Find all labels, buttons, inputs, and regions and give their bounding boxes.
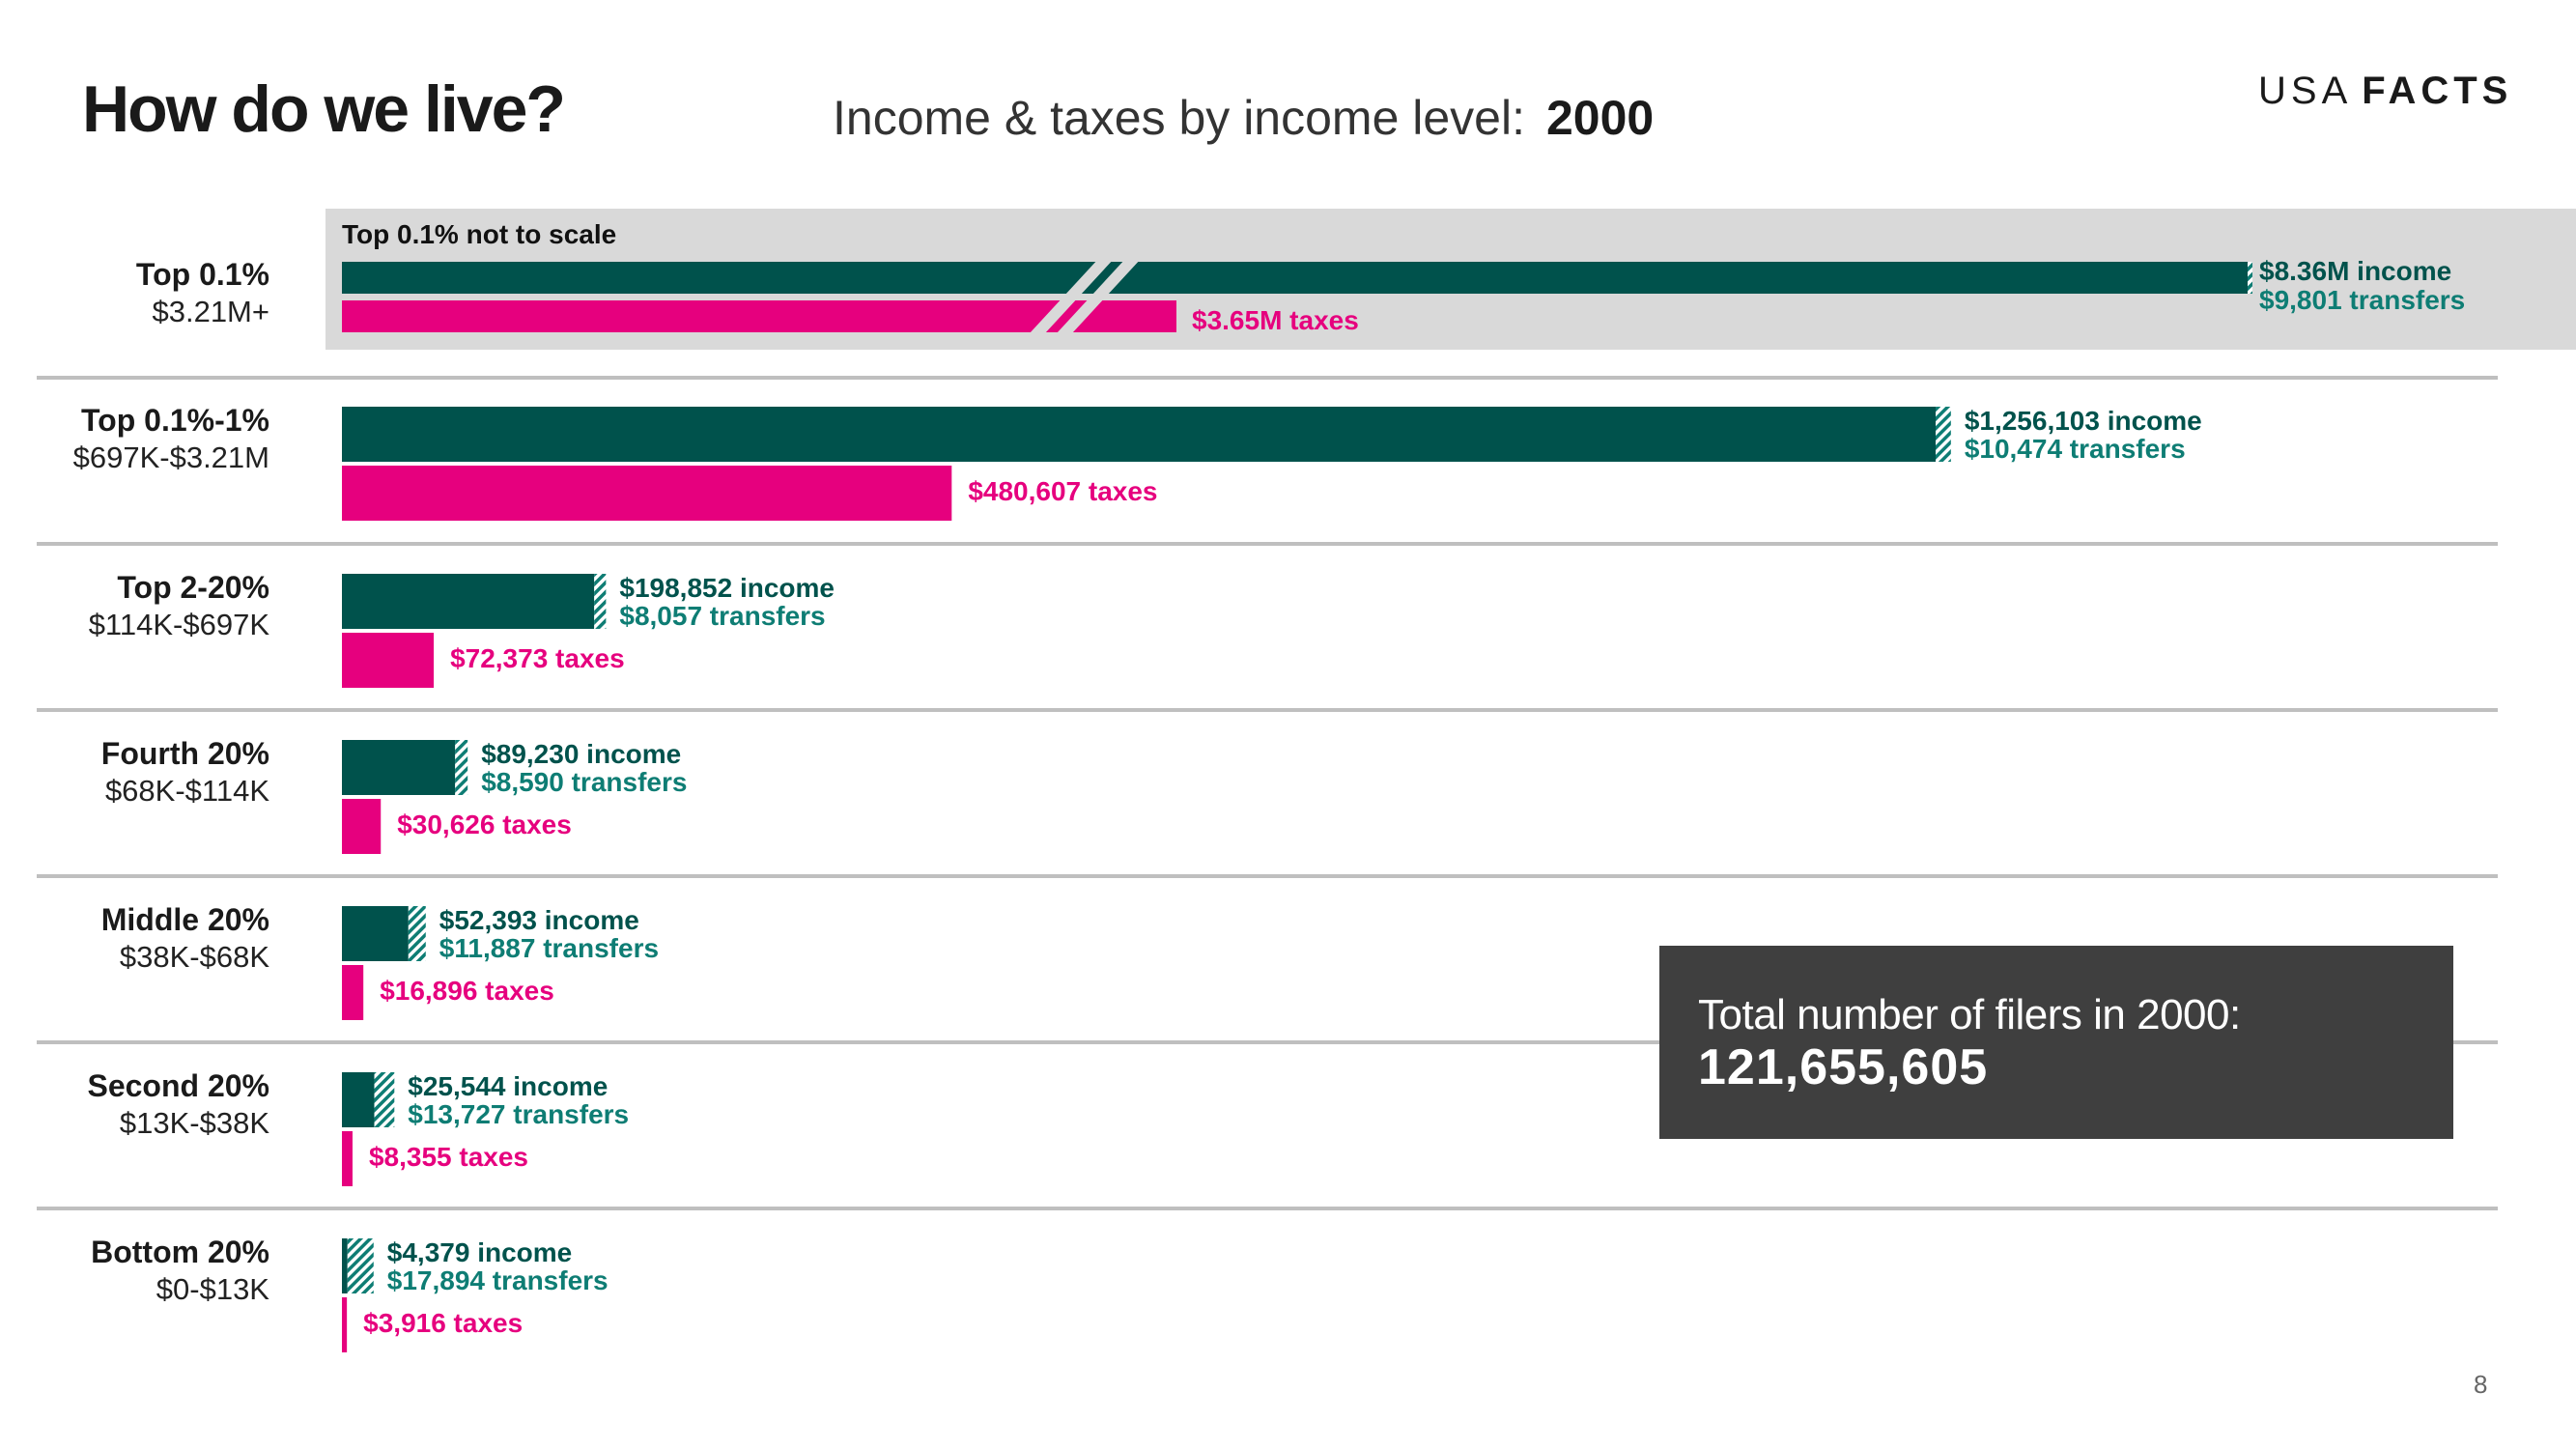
taxes-label: $3.65M taxes [1192, 305, 1359, 335]
chart-title-year: 2000 [1546, 91, 1655, 145]
transfers-bar [455, 740, 468, 795]
income-bar [342, 1238, 348, 1293]
row-range: $114K-$697K [89, 608, 270, 641]
income-label: $1,256,103 income [1965, 406, 2202, 436]
income-bar [342, 407, 1936, 462]
usafacts-logo: USA FACTS [2258, 70, 2512, 113]
income-bar [342, 574, 595, 629]
income-bar [342, 906, 409, 961]
income-label: $4,379 income [387, 1237, 572, 1267]
transfers-bar [374, 1072, 395, 1127]
transfers-label: $10,474 transfers [1965, 434, 2186, 464]
transfers-label: $17,894 transfers [387, 1265, 609, 1295]
not-to-scale-note: Top 0.1% not to scale [342, 219, 616, 249]
row-label: Top 2-20% [117, 570, 269, 605]
taxes-bar [342, 633, 435, 688]
row-divider [37, 1207, 2498, 1210]
transfers-label: $9,801 transfers [2259, 285, 2465, 315]
callout-text: Total number of filers in 2000: [1698, 991, 2241, 1038]
taxes-label: $8,355 taxes [369, 1142, 528, 1172]
transfers-label: $8,590 transfers [481, 767, 687, 797]
income-label: $89,230 income [481, 739, 681, 769]
taxes-label: $3,916 taxes [363, 1308, 523, 1338]
row-range: $68K-$114K [105, 774, 269, 808]
taxes-bar [342, 1297, 348, 1352]
axis-break-mark [1057, 258, 1142, 333]
callout-value: 121,655,605 [1698, 1039, 1989, 1095]
income-bar [342, 1072, 375, 1127]
taxes-bar [342, 799, 382, 854]
axis-break-mark [1030, 258, 1115, 333]
row-label: Fourth 20% [101, 736, 269, 771]
row-divider [37, 376, 2498, 380]
transfers-bar [347, 1238, 374, 1293]
row-label: Middle 20% [101, 902, 269, 937]
row-range: $697K-$3.21M [73, 440, 269, 474]
page-number: 8 [2474, 1370, 2488, 1399]
row-label: Top 0.1% [136, 257, 269, 292]
row-divider [37, 708, 2498, 712]
transfers-label: $11,887 transfers [439, 933, 659, 963]
taxes-label: $30,626 taxes [397, 810, 572, 839]
row-range: $38K-$68K [120, 940, 269, 974]
row-divider [37, 1040, 2498, 1044]
transfers-bar [2248, 262, 2252, 294]
income-label: $52,393 income [439, 905, 639, 935]
row-divider [37, 874, 2498, 878]
taxes-label: $72,373 taxes [450, 643, 625, 673]
row-label: Top 0.1%-1% [81, 403, 269, 438]
row-label: Second 20% [87, 1068, 269, 1103]
transfers-bar [1936, 407, 1951, 462]
row-range: $3.21M+ [152, 295, 269, 328]
income-bar [342, 262, 2248, 294]
logo-facts: FACTS [2362, 70, 2513, 112]
transfers-label: $13,727 transfers [408, 1099, 629, 1129]
chart-title-text: Income & taxes by income level: [833, 91, 1525, 145]
taxes-label: $480,607 taxes [968, 476, 1157, 506]
income-label: $25,544 income [408, 1071, 608, 1101]
transfers-bar [408, 906, 426, 961]
income-bar [342, 740, 456, 795]
taxes-label: $16,896 taxes [380, 976, 554, 1006]
income-label: $198,852 income [619, 573, 835, 603]
row-label: Bottom 20% [91, 1235, 269, 1269]
filers-callout: Total number of filers in 2000: 121,655,… [1659, 946, 2453, 1139]
income-label: $8.36M income [2259, 256, 2451, 286]
transfers-bar [594, 574, 607, 629]
logo-usa: USA [2258, 70, 2353, 112]
row-range: $13K-$38K [120, 1106, 269, 1140]
taxes-bar [342, 466, 952, 521]
row-divider [37, 542, 2498, 546]
transfers-label: $8,057 transfers [619, 601, 825, 631]
taxes-bar [342, 1131, 353, 1186]
taxes-bar [342, 965, 364, 1020]
row-range: $0-$13K [156, 1272, 270, 1306]
chart-title: Income & taxes by income level: 2000 [833, 90, 1654, 146]
slide-title: How do we live? [82, 72, 566, 146]
